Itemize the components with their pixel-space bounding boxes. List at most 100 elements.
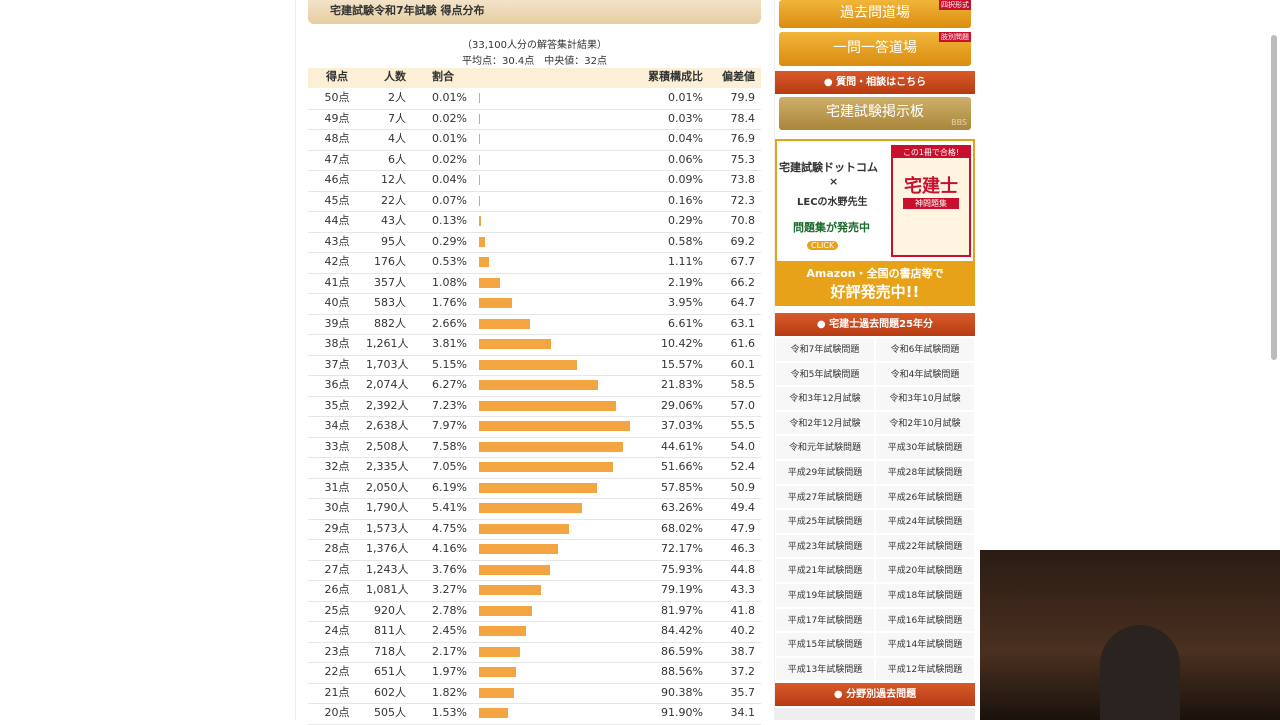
- table-cell: 1,703人: [366, 355, 406, 375]
- table-cell: 43点: [308, 232, 366, 252]
- button-tag: 肢別問題: [939, 32, 971, 42]
- past-link[interactable]: 平成16年試験問題: [875, 608, 975, 633]
- table-cell: 26点: [308, 580, 366, 600]
- past-link[interactable]: 平成17年試験問題: [775, 608, 875, 633]
- past-link[interactable]: 平成14年試験問題: [875, 632, 975, 657]
- ad-text: ×: [829, 175, 838, 188]
- table-cell: 27点: [308, 560, 366, 580]
- field-title[interactable]: ● 分野別過去問題: [775, 683, 975, 706]
- bar: [479, 421, 630, 431]
- table-cell: 67.7: [706, 252, 755, 272]
- past-link[interactable]: 平成13年試験問題: [775, 657, 875, 682]
- table-cell: 12人: [366, 170, 406, 190]
- table-cell: 55.5: [706, 416, 755, 436]
- bar: [479, 319, 530, 329]
- bar: [479, 339, 551, 349]
- past-link[interactable]: 平成20年試験問題: [875, 558, 975, 583]
- bar: [479, 175, 480, 185]
- table-cell: 72.3: [706, 191, 755, 211]
- ad-text: 宅建試験ドットコム: [779, 159, 878, 175]
- past-link[interactable]: 平成29年試験問題: [775, 460, 875, 485]
- table-cell: 1.97%: [432, 662, 477, 682]
- past-link[interactable]: 平成18年試験問題: [875, 583, 975, 608]
- table-cell: 21点: [308, 683, 366, 703]
- table-cell: 1.08%: [432, 273, 477, 293]
- table-cell: 4.16%: [432, 539, 477, 559]
- past-link[interactable]: 令和6年試験問題: [875, 337, 975, 362]
- field-title-text: 分野別過去問題: [846, 689, 916, 700]
- table-header-cell: 得点: [308, 67, 366, 87]
- past-link[interactable]: 令和3年12月試験: [775, 386, 875, 411]
- past-link[interactable]: 平成23年試験問題: [775, 534, 875, 559]
- table-cell: 0.29%: [432, 232, 477, 252]
- table-cell: 60.1: [706, 355, 755, 375]
- past-link[interactable]: 平成30年試験問題: [875, 435, 975, 460]
- table-cell: 32点: [308, 457, 366, 477]
- table-cell: 357人: [366, 273, 406, 293]
- table-cell: 6人: [366, 150, 406, 170]
- table-cell: 2.78%: [432, 601, 477, 621]
- table-cell: 34.1: [706, 703, 755, 723]
- consult-bar[interactable]: ● 質問・相談はこちら: [775, 71, 975, 94]
- past-link[interactable]: 令和4年試験問題: [875, 362, 975, 387]
- table-cell: 79.9: [706, 88, 755, 108]
- past-link[interactable]: 令和元年試験問題: [775, 435, 875, 460]
- table-cell: 75.93%: [600, 560, 703, 580]
- table-cell: 46.3: [706, 539, 755, 559]
- table-cell: 6.61%: [600, 314, 703, 334]
- table-header-cell: 偏差値: [706, 67, 755, 87]
- past-link[interactable]: 平成24年試験問題: [875, 509, 975, 534]
- ad-banner[interactable]: 宅建試験ドットコム × LECの水野先生 問題集が発売中 CLICK この1冊で…: [775, 139, 975, 306]
- table-cell: 34点: [308, 416, 366, 436]
- bar: [479, 401, 616, 411]
- bar: [479, 565, 550, 575]
- table-cell: 0.01%: [432, 129, 477, 149]
- table-cell: 0.06%: [600, 150, 703, 170]
- past-link[interactable]: 平成26年試験問題: [875, 485, 975, 510]
- bbs-tag: BBS: [951, 107, 967, 138]
- bar: [479, 462, 613, 472]
- button[interactable]: 過去問道場四択形式: [779, 0, 971, 28]
- table-cell: 4.75%: [432, 519, 477, 539]
- past-link[interactable]: 令和2年12月試験: [775, 411, 875, 436]
- table-cell: 3.27%: [432, 580, 477, 600]
- past-link[interactable]: 平成27年試験問題: [775, 485, 875, 510]
- past-link[interactable]: 令和2年10月試験: [875, 411, 975, 436]
- table-cell: 38点: [308, 334, 366, 354]
- past-link[interactable]: 平成28年試験問題: [875, 460, 975, 485]
- past-title-text: 宅建士過去問題25年分: [829, 319, 933, 330]
- table-cell: 69.2: [706, 232, 755, 252]
- bar: [479, 298, 512, 308]
- table-cell: 42点: [308, 252, 366, 272]
- past-link[interactable]: 平成22年試験問題: [875, 534, 975, 559]
- table-cell: 882人: [366, 314, 406, 334]
- past-link[interactable]: 平成21年試験問題: [775, 558, 875, 583]
- past-link[interactable]: 平成19年試験問題: [775, 583, 875, 608]
- table-cell: 0.03%: [600, 109, 703, 129]
- past-link[interactable]: 令和3年10月試験: [875, 386, 975, 411]
- scrollbar[interactable]: [1271, 35, 1277, 360]
- table-cell: 50点: [308, 88, 366, 108]
- past-link[interactable]: 平成12年試験問題: [875, 657, 975, 682]
- table-cell: 0.04%: [432, 170, 477, 190]
- bar: [479, 237, 485, 247]
- ad-text: 問題集が発売中: [793, 219, 870, 235]
- table-cell: 0.13%: [432, 211, 477, 231]
- past-link[interactable]: 平成15年試験問題: [775, 632, 875, 657]
- table-cell: 40.2: [706, 621, 755, 641]
- button-tag: 四択形式: [939, 0, 971, 10]
- table-cell: 718人: [366, 642, 406, 662]
- bar: [479, 483, 597, 493]
- past-link[interactable]: 平成25年試験問題: [775, 509, 875, 534]
- past-link[interactable]: 令和7年試験問題: [775, 337, 875, 362]
- table-cell: 0.16%: [600, 191, 703, 211]
- table-cell: 66.2: [706, 273, 755, 293]
- table-cell: 64.7: [706, 293, 755, 313]
- table-cell: 79.19%: [600, 580, 703, 600]
- table-cell: 72.17%: [600, 539, 703, 559]
- button[interactable]: 一問一答道場肢別問題: [779, 32, 971, 66]
- table-cell: 7人: [366, 109, 406, 129]
- past-link[interactable]: 令和5年試験問題: [775, 362, 875, 387]
- table-cell: 176人: [366, 252, 406, 272]
